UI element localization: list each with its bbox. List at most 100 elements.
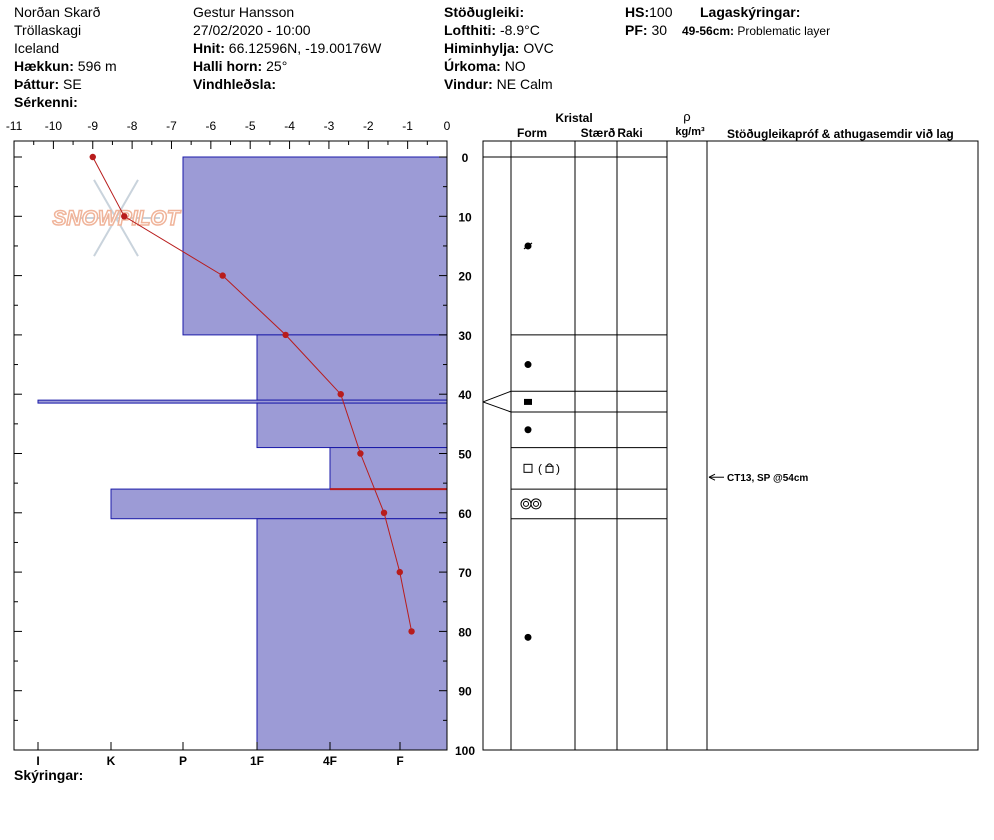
air-temperature: Lofthiti: -8.9°C bbox=[444, 21, 540, 39]
crystal-form-faceted-rounding bbox=[545, 465, 554, 473]
country-name: Iceland bbox=[14, 40, 60, 56]
snowpilot-logo: SNOWPILOT bbox=[52, 179, 182, 257]
elevation-label: Hækkun: bbox=[14, 58, 74, 74]
region-name: Tröllaskagi bbox=[14, 22, 82, 38]
aspect-label: Þáttur: bbox=[14, 76, 60, 92]
layer-note-range: 49-56cm: bbox=[682, 24, 735, 38]
crystal-form-paren: ) bbox=[556, 461, 560, 475]
moisture-header: Raki bbox=[617, 126, 642, 140]
temperature-point bbox=[282, 331, 289, 339]
hardness-tick-label: F bbox=[396, 754, 403, 768]
depth-tick-label: 50 bbox=[458, 448, 472, 462]
features: Sérkenni: bbox=[14, 93, 78, 111]
size-header: Stærð bbox=[581, 126, 616, 140]
temperature-point bbox=[408, 628, 415, 635]
coords-label: Hnit: bbox=[193, 40, 225, 56]
snow-height: HS:100 bbox=[625, 3, 672, 21]
density-unit: kg/m³ bbox=[675, 126, 705, 138]
temp-tick-label: -5 bbox=[245, 119, 256, 133]
depth-tick-label: 0 bbox=[462, 151, 469, 165]
crystal-form-melt-crust bbox=[520, 498, 532, 510]
sky-label: Himinhylja: bbox=[444, 40, 520, 56]
hardness-layer bbox=[256, 334, 448, 401]
temperature-point bbox=[219, 272, 226, 279]
coordinates: Hnit: 66.12596N, -19.00176W bbox=[193, 39, 381, 57]
temp-tick-label: -9 bbox=[87, 119, 98, 133]
observation-datetime: 27/02/2020 - 10:00 bbox=[193, 22, 311, 38]
sky-cover: Himinhylja: OVC bbox=[444, 39, 554, 57]
hardness-layer bbox=[110, 488, 448, 520]
wind-loading: Vindhleðsla: bbox=[193, 75, 276, 93]
wind: Vindur: NE Calm bbox=[444, 75, 553, 93]
crystal-form-decomposing-slash bbox=[523, 242, 533, 250]
temp-tick-label: -1 bbox=[402, 119, 413, 133]
temperature-point bbox=[89, 153, 96, 161]
temp-tick-label: -7 bbox=[166, 119, 177, 133]
slope-angle: Halli horn: 25° bbox=[193, 57, 287, 75]
layer-note-text: Problematic layer bbox=[737, 24, 831, 38]
layer-connector bbox=[482, 401, 512, 413]
layer-note: 49-56cm: Problematic layer bbox=[682, 22, 830, 40]
hardness-tick-label: K bbox=[107, 754, 116, 768]
snowflake-arm bbox=[93, 217, 117, 257]
depth-tick-label: 60 bbox=[458, 507, 472, 521]
crystal-form-melt-crust-inner bbox=[523, 500, 529, 507]
layer-table-frame bbox=[482, 140, 979, 751]
pf-label: PF: bbox=[625, 22, 648, 38]
density-header: ρ bbox=[683, 109, 690, 124]
temp-tick-label: -4 bbox=[284, 119, 295, 133]
temp-tick-label: -8 bbox=[127, 119, 138, 133]
depth-tick-label: 20 bbox=[458, 270, 472, 284]
legend-label: Skýringar: bbox=[14, 767, 84, 783]
stability-label: Stöðugleiki: bbox=[444, 4, 525, 20]
temp-tick-label: -10 bbox=[45, 119, 63, 133]
location-name: Norðan Skarð bbox=[14, 4, 101, 20]
precipitation: Úrkoma: NO bbox=[444, 57, 526, 75]
air-temp-value: -8.9°C bbox=[499, 22, 540, 38]
aspect-value: SE bbox=[63, 76, 82, 92]
temperature-point bbox=[337, 391, 344, 398]
layer-connector bbox=[482, 390, 512, 403]
hardness-layer bbox=[329, 447, 448, 490]
coords-value: 66.12596N, -19.00176W bbox=[228, 40, 382, 56]
crystal-form-faceted bbox=[523, 463, 533, 473]
slope-value: 25° bbox=[266, 58, 288, 74]
logo-text: SNOWPILOT bbox=[52, 207, 181, 230]
hs-value: 100 bbox=[649, 4, 673, 20]
hardness-layer bbox=[256, 518, 448, 751]
layer-notes-label: Lagaskýringar: bbox=[700, 4, 801, 20]
pit-depth: PF: 30 bbox=[625, 21, 667, 39]
hardness-tick-label: 4F bbox=[323, 754, 337, 768]
depth-tick-label: 90 bbox=[458, 685, 472, 699]
temp-tick-label: -3 bbox=[324, 119, 335, 133]
tests-header: Stöðugleikapróf & athugasemdir við lag bbox=[727, 127, 954, 141]
crystal-form-paren: ( bbox=[538, 461, 542, 475]
sky-value: OVC bbox=[523, 40, 554, 56]
layer-notes: Lagaskýringar: bbox=[700, 3, 800, 21]
crystal-form-melt-crust-inner bbox=[533, 500, 539, 507]
snowflake-arm bbox=[93, 179, 117, 219]
hardness-tick-label: 1F bbox=[250, 754, 264, 768]
pf-value: 30 bbox=[651, 22, 668, 38]
temperature-point bbox=[357, 450, 364, 457]
wind-loading-label: Vindhleðsla: bbox=[193, 76, 276, 92]
crystal-form-faceted-rounding-top bbox=[546, 463, 553, 467]
depth-tick-label: 80 bbox=[458, 625, 472, 639]
crystal-form-rounded-grains bbox=[524, 633, 532, 641]
snowflake-arm bbox=[115, 217, 139, 257]
hardness-layer bbox=[256, 402, 448, 449]
features-label: Sérkenni: bbox=[14, 94, 78, 110]
crystal-header: Kristal bbox=[555, 111, 592, 125]
hardness-layer bbox=[182, 156, 448, 336]
slope-label: Halli horn: bbox=[193, 58, 263, 74]
test-pointer-arrow bbox=[708, 473, 716, 481]
crystal-form-rounded-grains bbox=[524, 426, 532, 434]
legend: Skýringar: bbox=[14, 766, 83, 784]
temp-tick-label: -2 bbox=[363, 119, 374, 133]
temperature-point bbox=[380, 509, 388, 516]
hardness-tick-label: P bbox=[179, 754, 187, 768]
temp-tick-label: -11 bbox=[6, 119, 23, 133]
depth-tick-label: 30 bbox=[458, 329, 472, 343]
crystal-form-rounded-grains bbox=[524, 361, 532, 369]
